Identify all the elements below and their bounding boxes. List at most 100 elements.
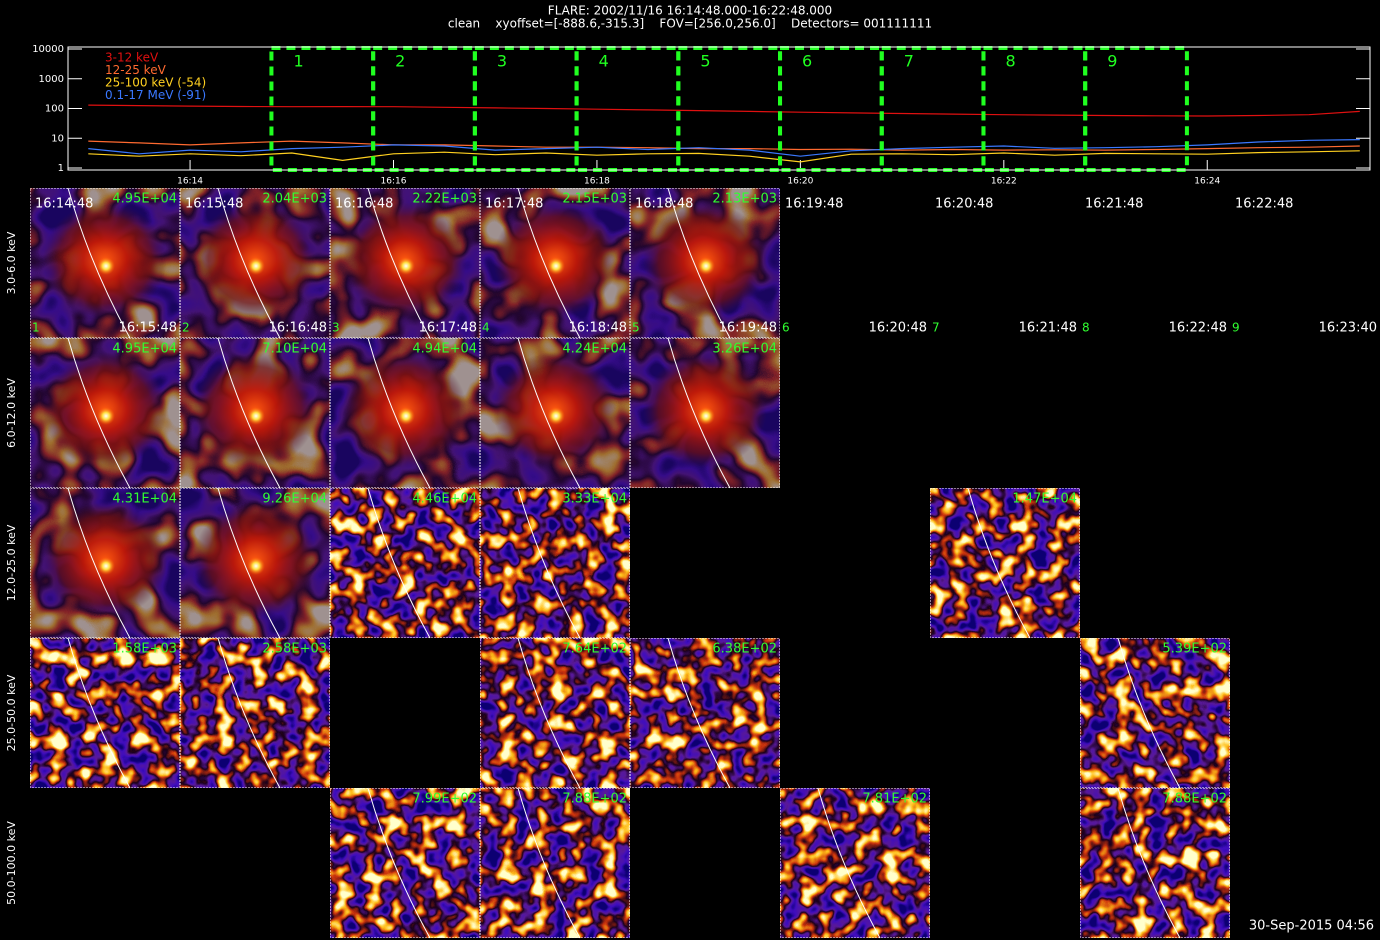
solar-limb xyxy=(67,187,131,339)
interval-index: 7 xyxy=(932,321,940,335)
peak-value: 9.26E+04 xyxy=(262,492,327,507)
solar-limb xyxy=(517,787,581,939)
panel-border xyxy=(630,638,780,788)
x-tick-label: 16:16 xyxy=(381,177,407,187)
source-core xyxy=(97,407,115,425)
panel-texture xyxy=(480,638,630,788)
start-time: 16:22:48 xyxy=(1235,197,1293,212)
solar-limb xyxy=(367,337,431,489)
image-panel xyxy=(480,337,630,489)
peak-value: 2.13E+03 xyxy=(712,192,777,207)
panel-texture xyxy=(330,488,480,638)
image-panel xyxy=(1080,787,1230,939)
image-panel xyxy=(180,487,330,639)
interval-label: 3 xyxy=(497,52,507,71)
interval-label: 4 xyxy=(599,52,609,71)
image-panel xyxy=(330,337,480,489)
panel-texture xyxy=(630,638,780,788)
end-time: 16:15:48 xyxy=(119,321,177,336)
image-panel xyxy=(630,187,780,339)
panel-texture xyxy=(480,788,630,938)
solar-limb xyxy=(367,187,431,339)
end-time: 16:22:48 xyxy=(1169,321,1227,336)
footer-date: 30-Sep-2015 04:56 xyxy=(1249,919,1374,934)
peak-value: 4.95E+04 xyxy=(112,342,177,357)
image-panel xyxy=(330,787,480,939)
solar-limb xyxy=(1117,637,1181,789)
panel-border xyxy=(1080,788,1230,938)
solar-limb xyxy=(217,637,281,789)
panel-border xyxy=(180,488,330,638)
panel-texture xyxy=(930,488,1080,638)
interval-label: 7 xyxy=(904,52,914,71)
image-panel xyxy=(480,787,630,939)
start-time: 16:17:48 xyxy=(485,197,543,212)
source-core xyxy=(397,407,415,425)
solar-limb xyxy=(67,337,131,489)
x-tick-label: 16:24 xyxy=(1194,177,1220,187)
panel-border xyxy=(480,638,630,788)
y-tick-label: 1 xyxy=(58,163,64,174)
image-panel xyxy=(480,487,630,639)
end-time: 16:20:48 xyxy=(869,321,927,336)
interval-index: 2 xyxy=(182,321,190,335)
peak-value: 4.95E+04 xyxy=(112,192,177,207)
image-panel xyxy=(630,337,780,489)
panel-border xyxy=(630,338,780,488)
source-core xyxy=(697,407,715,425)
plot-frame xyxy=(67,46,1371,171)
peak-value: 3.33E+04 xyxy=(562,492,627,507)
x-tick-label: 16:22 xyxy=(991,177,1017,187)
row-label: 12.0-25.0 keV xyxy=(5,524,18,601)
image-panel xyxy=(30,337,180,489)
solar-limb xyxy=(67,637,131,789)
start-time: 16:20:48 xyxy=(935,197,993,212)
image-panel xyxy=(930,487,1080,639)
peak-value: 3.26E+04 xyxy=(712,342,777,357)
panel-texture xyxy=(480,488,630,638)
panel-border xyxy=(780,788,930,938)
image-panel xyxy=(30,487,180,639)
start-time: 16:21:48 xyxy=(1085,197,1143,212)
interval-label: 2 xyxy=(395,52,405,71)
interval-index: 5 xyxy=(632,321,640,335)
y-tick-label: 1000 xyxy=(39,74,64,85)
row-label: 50.0-100.0 keV xyxy=(5,821,18,905)
interval-label: 1 xyxy=(293,52,303,71)
y-tick-label: 10 xyxy=(51,133,64,144)
peak-value: 4.94E+04 xyxy=(412,342,477,357)
peak-value: 5.39E+02 xyxy=(1162,642,1227,657)
solar-limb xyxy=(217,187,281,339)
solar-limb xyxy=(217,487,281,639)
y-tick-label: 10000 xyxy=(32,44,64,55)
y-tick-label: 100 xyxy=(45,104,64,115)
image-panel xyxy=(30,187,180,339)
solar-limb xyxy=(517,337,581,489)
series-line xyxy=(88,150,1360,163)
peak-value: 2.04E+03 xyxy=(262,192,327,207)
source-core xyxy=(547,407,565,425)
row-label: 3.0-6.0 keV xyxy=(5,231,18,294)
series-line xyxy=(88,104,1360,117)
legend-entry: 0.1-17 MeV (-91) xyxy=(105,88,206,102)
panel-border xyxy=(630,188,780,338)
solar-limb xyxy=(667,337,731,489)
legend-entry: 25-100 keV (-54) xyxy=(105,76,206,90)
panel-border xyxy=(930,488,1080,638)
peak-value: 2.58E+03 xyxy=(262,642,327,657)
panel-border xyxy=(30,188,180,338)
peak-value: 2.15E+03 xyxy=(562,192,627,207)
source-core xyxy=(247,557,265,575)
interval-label: 9 xyxy=(1107,52,1117,71)
interval-label: 8 xyxy=(1005,52,1015,71)
image-panel xyxy=(180,187,330,339)
image-panel xyxy=(180,337,330,489)
image-panel xyxy=(780,787,930,939)
panel-border xyxy=(30,638,180,788)
start-time: 16:14:48 xyxy=(35,197,93,212)
peak-value: 7.10E+04 xyxy=(262,342,327,357)
series-line xyxy=(88,139,1360,157)
image-panel xyxy=(330,187,480,339)
